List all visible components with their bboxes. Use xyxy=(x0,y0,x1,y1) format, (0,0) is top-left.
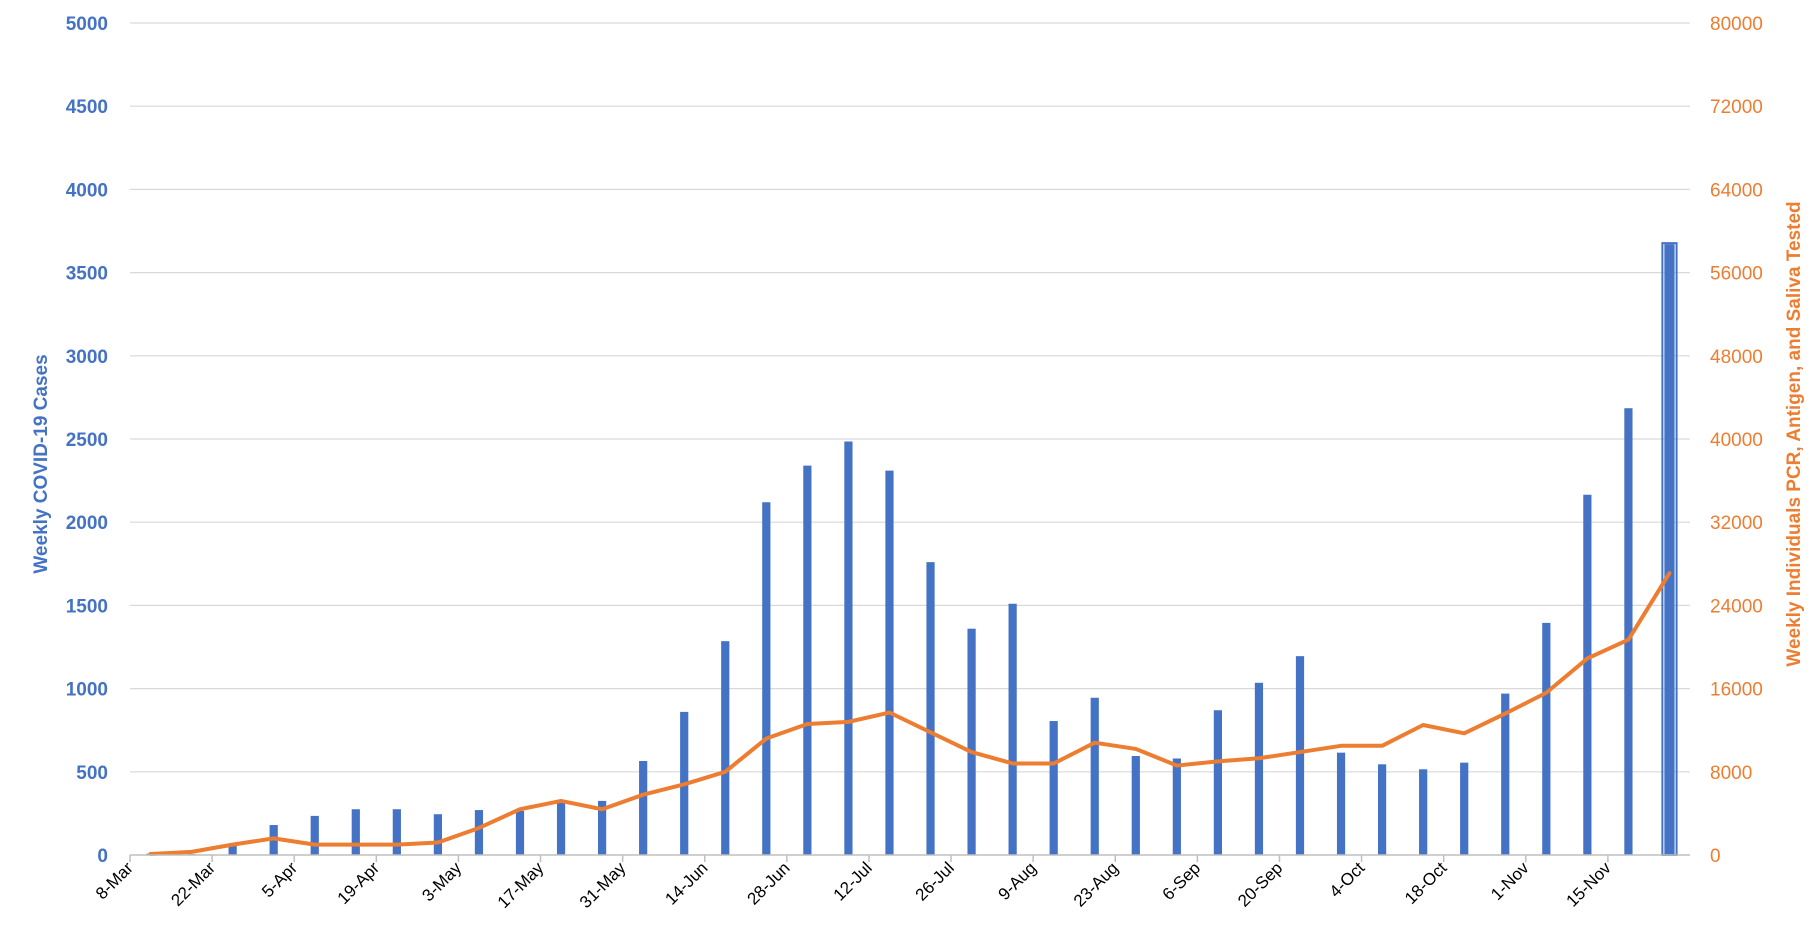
bar xyxy=(515,810,525,855)
gridlines xyxy=(130,22,1690,773)
bar xyxy=(556,800,566,855)
right-tick-label: 72000 xyxy=(1710,97,1763,118)
left-tick-label: 2000 xyxy=(66,513,108,534)
bar xyxy=(474,810,484,855)
bar xyxy=(639,760,648,855)
bar xyxy=(1049,721,1058,855)
right-axis-ticks: 0 8000 16000 24000 32000 40000 48000 56000 64000… xyxy=(1710,14,1763,867)
bar xyxy=(967,628,976,855)
bar xyxy=(1378,764,1387,855)
x-tick-label: 18-Oct xyxy=(1401,858,1451,908)
bar xyxy=(1295,656,1305,855)
x-tick-label: 22-Mar xyxy=(167,858,219,910)
x-tick-label: 31-May xyxy=(576,858,630,912)
right-tick-label: 40000 xyxy=(1710,430,1763,451)
x-tick-label: 6-Sep xyxy=(1159,858,1205,904)
bar xyxy=(1460,762,1469,855)
x-axis-ticks: 8-Mar 22-Mar 5-Apr 19-Apr 3-May 17-May 31-May 1… xyxy=(92,855,1615,912)
left-tick-label: 0 xyxy=(97,846,108,867)
bar xyxy=(1501,693,1510,855)
left-axis-title: Weekly COVID-19 Cases xyxy=(31,354,52,573)
x-tick-label: 26-Jul xyxy=(912,858,958,904)
bar xyxy=(1213,710,1222,855)
left-tick-label: 5000 xyxy=(66,14,108,35)
bar xyxy=(1583,494,1592,855)
x-tick-label: 28-Jun xyxy=(743,858,793,908)
left-tick-label: 4000 xyxy=(66,180,108,201)
left-tick-label: 2500 xyxy=(66,430,108,451)
left-tick-label: 4500 xyxy=(66,97,108,118)
bar xyxy=(1008,603,1017,855)
bar xyxy=(762,502,771,855)
bar xyxy=(1172,758,1181,855)
left-tick-label: 1000 xyxy=(66,680,108,701)
right-tick-label: 24000 xyxy=(1710,596,1763,617)
bar-series xyxy=(146,242,1678,857)
x-tick-label: 19-Apr xyxy=(334,858,384,908)
right-axis-title: Weekly Individuals PCR, Antigen, and Sal… xyxy=(1784,201,1805,666)
bar xyxy=(433,814,442,855)
bar xyxy=(310,815,319,855)
left-tick-label: 3500 xyxy=(66,264,108,285)
bar xyxy=(1336,752,1346,855)
x-tick-label: 17-May xyxy=(494,858,548,912)
x-tick-label: 20-Sep xyxy=(1234,858,1286,910)
right-tick-label: 32000 xyxy=(1710,513,1763,534)
right-tick-label: 64000 xyxy=(1710,180,1763,201)
x-tick-label: 4-Oct xyxy=(1326,858,1369,901)
left-tick-label: 500 xyxy=(76,763,108,784)
bar xyxy=(228,843,237,855)
x-tick-label: 23-Aug xyxy=(1070,858,1122,910)
bar xyxy=(351,809,360,855)
bar xyxy=(926,562,935,855)
x-tick-label: 3-May xyxy=(418,858,465,905)
bar xyxy=(1131,755,1140,855)
bar xyxy=(1254,682,1264,855)
right-tick-label: 56000 xyxy=(1710,264,1763,285)
right-tick-label: 0 xyxy=(1710,846,1721,867)
bar xyxy=(885,470,894,855)
x-tick-label: 5-Apr xyxy=(258,858,301,901)
left-axis-ticks: 0 500 1000 1500 2000 2500 3000 3500 4000 4500 5000 xyxy=(66,14,108,867)
x-tick-label: 14-Jun xyxy=(661,858,711,908)
bar xyxy=(1542,622,1551,855)
right-tick-label: 16000 xyxy=(1710,680,1763,701)
bar-selected xyxy=(1664,244,1675,857)
left-tick-label: 3000 xyxy=(66,347,108,368)
right-tick-label: 8000 xyxy=(1710,763,1752,784)
bar xyxy=(392,809,401,855)
x-tick-label: 15-Nov xyxy=(1563,858,1616,911)
bar xyxy=(1419,769,1428,855)
right-tick-label: 48000 xyxy=(1710,347,1763,368)
right-tick-label: 80000 xyxy=(1710,14,1763,35)
tested-line xyxy=(148,571,1672,856)
left-tick-label: 1500 xyxy=(66,596,108,617)
bar xyxy=(598,800,607,855)
bar xyxy=(844,441,853,855)
bar xyxy=(1624,408,1633,855)
line-series xyxy=(148,571,1672,856)
bar xyxy=(803,465,812,855)
bar xyxy=(1090,697,1099,855)
x-tick-label: 12-Jul xyxy=(830,858,876,904)
x-tick-label: 1-Nov xyxy=(1487,858,1533,904)
x-tick-label: 9-Aug xyxy=(994,858,1040,904)
bar xyxy=(721,641,730,855)
